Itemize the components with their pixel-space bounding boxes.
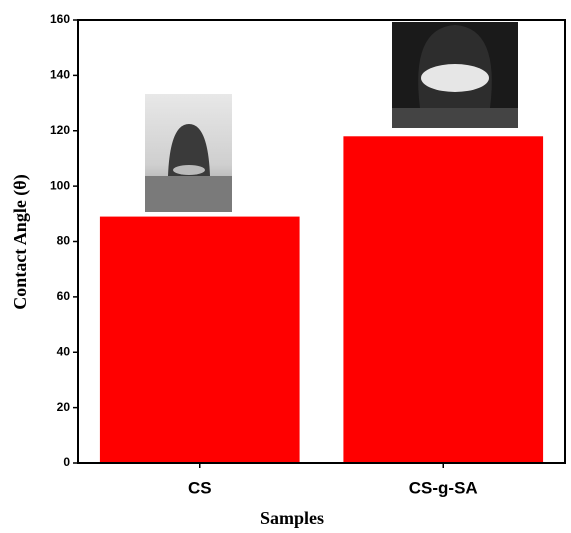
y-tick-label: 100 <box>50 178 70 192</box>
y-axis-title: Contact Angle (θ) <box>10 174 31 309</box>
y-tick-label: 60 <box>57 289 71 303</box>
y-tick-label: 140 <box>50 68 70 82</box>
x-axis-title: Samples <box>260 508 324 528</box>
y-tick-label: 0 <box>63 455 70 469</box>
x-tick-label: CS-g-SA <box>409 478 478 497</box>
y-tick-label: 40 <box>57 344 71 358</box>
inset-photo-cs <box>145 94 232 212</box>
y-tick-label: 120 <box>50 123 70 137</box>
bar <box>99 216 300 463</box>
bar <box>343 136 544 463</box>
inset-photo-cs-g-sa <box>392 22 518 128</box>
plot-frame <box>77 19 566 464</box>
y-tick-label: 160 <box>50 12 70 26</box>
y-tick-label: 20 <box>57 400 71 414</box>
x-tick-label: CS <box>188 478 212 497</box>
y-tick-label: 80 <box>57 234 71 248</box>
